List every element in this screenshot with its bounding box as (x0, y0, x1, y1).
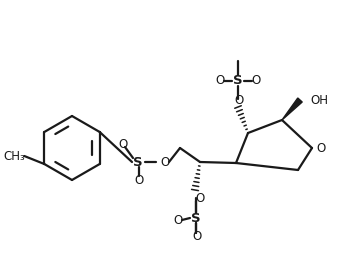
Text: O: O (119, 138, 127, 152)
Text: O: O (195, 191, 205, 204)
Polygon shape (282, 98, 302, 120)
Text: O: O (234, 93, 244, 106)
Text: S: S (233, 75, 243, 88)
Text: O: O (316, 141, 326, 155)
Text: O: O (192, 230, 201, 244)
Text: S: S (191, 212, 201, 224)
Text: OH: OH (310, 93, 328, 106)
Text: CH₃: CH₃ (4, 150, 25, 162)
Text: O: O (251, 75, 261, 88)
Text: O: O (134, 174, 143, 186)
Text: O: O (215, 75, 225, 88)
Text: O: O (173, 215, 183, 227)
Text: S: S (133, 156, 143, 168)
Text: O: O (160, 156, 169, 168)
